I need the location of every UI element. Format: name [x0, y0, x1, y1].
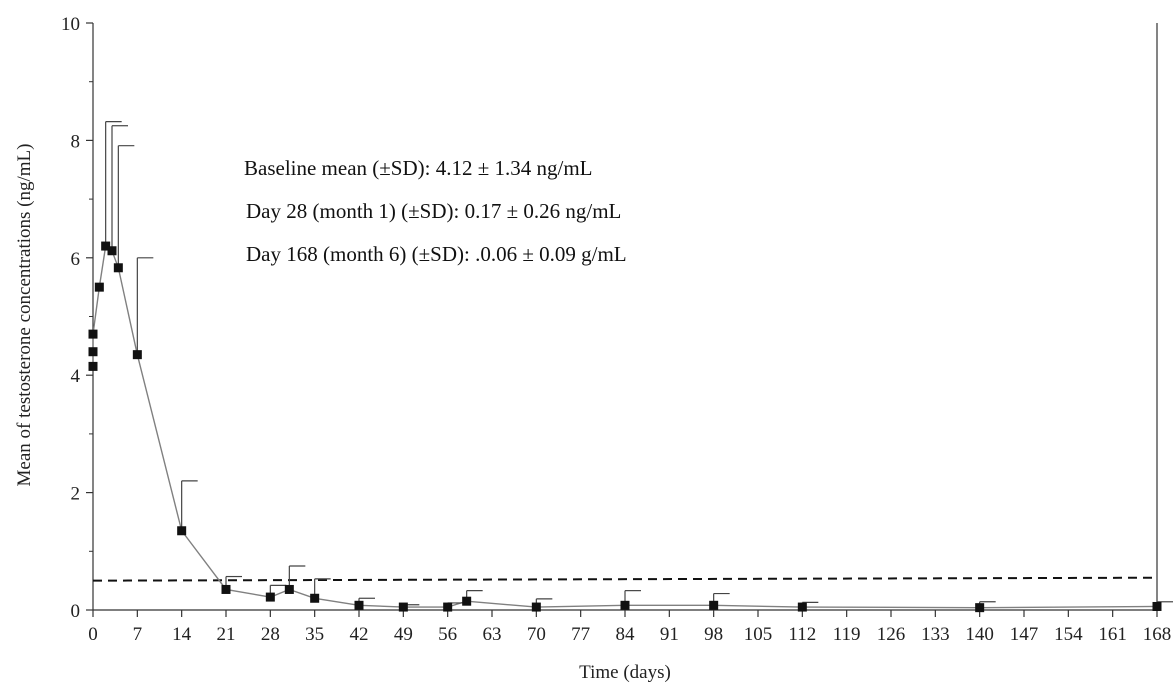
data-point-marker	[709, 600, 719, 610]
data-point-marker	[265, 592, 275, 602]
y-axis-title: Mean of testosterone concentrations (ng/…	[14, 144, 35, 487]
data-point-marker	[88, 347, 98, 357]
axes: 0 2 4 6 8 10 0 7 14 21 28 35 42 49 56 63 70 77 84 91 98 105 11…	[61, 14, 1171, 645]
x-tick-label: 147	[1010, 624, 1039, 645]
data-point-marker	[101, 241, 111, 251]
x-tick-label: 70	[527, 624, 546, 645]
x-axis-title: Time (days)	[579, 662, 671, 683]
x-tick-label: 140	[965, 624, 994, 645]
x-tick-label: 63	[483, 624, 502, 645]
reference-dashed-line	[92, 576, 1158, 582]
data-point-marker	[113, 263, 123, 273]
data-point-marker	[398, 602, 408, 612]
x-tick-label: 119	[833, 624, 861, 645]
x-tick-label: 77	[571, 624, 590, 645]
annotation-day-28: Day 28 (month 1) (±SD): 0.17 ± 0.26 ng/m…	[246, 199, 621, 223]
x-tick-label: 105	[744, 624, 773, 645]
data-point-marker	[620, 600, 630, 610]
data-point-marker	[531, 602, 541, 612]
data-point-marker	[284, 584, 294, 594]
y-tick-label: 6	[71, 249, 81, 270]
x-tick-label: 161	[1098, 624, 1127, 645]
x-tick-label: 84	[616, 624, 636, 645]
x-tick-label: 21	[217, 624, 236, 645]
data-point-marker	[462, 596, 472, 606]
x-tick-label: 112	[788, 624, 816, 645]
data-point-marker	[177, 526, 187, 536]
data-point-marker	[107, 246, 117, 256]
data-point-marker	[88, 361, 98, 371]
data-point-marker	[975, 603, 985, 613]
data-point-marker	[94, 282, 104, 292]
data-point-marker	[88, 329, 98, 339]
series-group	[88, 121, 1173, 613]
x-tick-label: 126	[877, 624, 906, 645]
data-point-marker	[1152, 601, 1162, 611]
x-tick-label: 14	[172, 624, 192, 645]
x-tick-label: 154	[1054, 624, 1083, 645]
x-tick-label: 49	[394, 624, 413, 645]
y-tick-label: 0	[71, 601, 81, 622]
annotation-baseline: Baseline mean (±SD): 4.12 ± 1.34 ng/mL	[244, 156, 593, 180]
x-tick-label: 28	[261, 624, 280, 645]
x-tick-label: 168	[1143, 624, 1172, 645]
x-tick-label: 56	[438, 624, 457, 645]
y-tick-label: 8	[71, 131, 81, 152]
x-tick-label: 35	[305, 624, 324, 645]
x-tick-label: 98	[704, 624, 723, 645]
series-line	[92, 244, 1158, 609]
x-tick-label: 7	[133, 624, 143, 645]
y-tick-label: 2	[71, 484, 81, 505]
x-tick-label: 133	[921, 624, 950, 645]
data-point-marker	[310, 593, 320, 603]
x-tick-label: 0	[88, 624, 98, 645]
data-point-marker	[443, 602, 453, 612]
data-point-marker	[221, 584, 231, 594]
data-point-marker	[354, 600, 364, 610]
x-tick-label: 42	[350, 624, 369, 645]
reference-line-group	[92, 576, 1158, 582]
x-tick-label: 91	[660, 624, 679, 645]
annotations: Baseline mean (±SD): 4.12 ± 1.34 ng/mL D…	[244, 156, 627, 266]
y-tick-label: 10	[61, 14, 80, 35]
data-point-marker	[132, 350, 142, 360]
y-tick-label: 4	[71, 366, 81, 387]
data-point-marker	[797, 602, 807, 612]
annotation-day-168: Day 168 (month 6) (±SD): .0.06 ± 0.09 g/…	[246, 242, 627, 266]
